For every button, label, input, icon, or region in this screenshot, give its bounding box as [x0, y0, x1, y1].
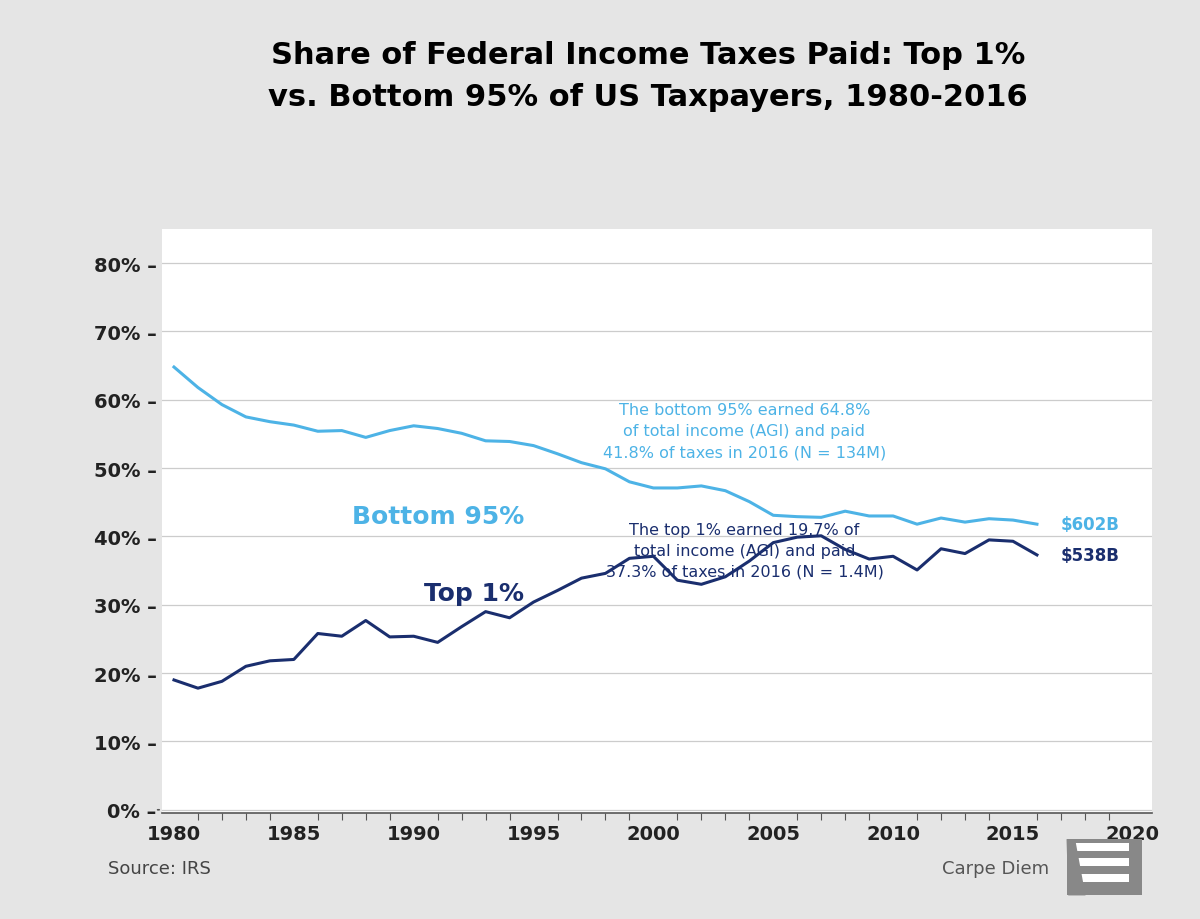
Text: Bottom 95%: Bottom 95%	[352, 505, 523, 528]
Text: Top 1%: Top 1%	[424, 581, 523, 605]
Text: The top 1% earned 19.7% of
total income (AGI) and paid
37.3% of taxes in 2016 (N: The top 1% earned 19.7% of total income …	[606, 522, 883, 579]
Text: $602B: $602B	[1061, 516, 1120, 534]
FancyBboxPatch shape	[1073, 844, 1129, 851]
Text: vs. Bottom 95% of US Taxpayers, 1980-2016: vs. Bottom 95% of US Taxpayers, 1980-201…	[268, 83, 1028, 112]
Text: Source: IRS: Source: IRS	[108, 859, 211, 878]
FancyBboxPatch shape	[1073, 874, 1129, 882]
Text: Share of Federal Income Taxes Paid: Top 1%: Share of Federal Income Taxes Paid: Top …	[271, 41, 1025, 71]
Text: $538B: $538B	[1061, 546, 1120, 564]
Polygon shape	[1067, 839, 1086, 895]
FancyBboxPatch shape	[1073, 857, 1129, 866]
Polygon shape	[1067, 839, 1141, 895]
Text: The bottom 95% earned 64.8%
of total income (AGI) and paid
41.8% of taxes in 201: The bottom 95% earned 64.8% of total inc…	[602, 403, 886, 460]
Text: Carpe Diem: Carpe Diem	[942, 859, 1049, 878]
